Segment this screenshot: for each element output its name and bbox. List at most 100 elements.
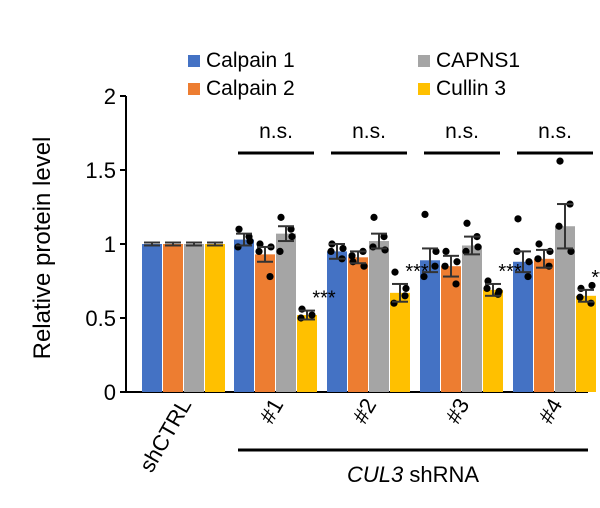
significance-label: *** — [591, 267, 600, 289]
ns-label: n.s. — [259, 120, 293, 143]
data-point — [276, 247, 284, 255]
data-point — [380, 233, 388, 241]
category-label: #3 — [440, 394, 474, 428]
y-tick-label: 0 — [104, 380, 116, 405]
data-point — [567, 247, 575, 255]
data-point — [577, 284, 585, 292]
data-point — [234, 243, 242, 251]
group-label: CUL3 shRNA — [347, 462, 479, 487]
ns-label: n.s. — [538, 120, 572, 143]
data-point — [390, 299, 398, 307]
error-bar-layer — [144, 203, 594, 321]
category-label: #4 — [533, 394, 567, 428]
bar-calpain-1-3 — [420, 260, 440, 392]
data-point — [327, 247, 335, 255]
legend-label: CAPNS1 — [436, 49, 520, 72]
data-point — [514, 215, 522, 223]
data-point — [339, 244, 347, 253]
data-point — [421, 210, 429, 218]
bar-capns1-2 — [369, 241, 389, 392]
data-point — [246, 237, 254, 245]
bar-calpain-2-4 — [534, 258, 554, 392]
bar-calpain-2-0 — [163, 244, 183, 392]
data-point — [484, 277, 492, 285]
data-point — [525, 258, 533, 266]
data-point — [360, 262, 368, 270]
data-point — [441, 262, 449, 270]
annotations: n.s. *** n.s. *** n.s. *** n.s. *** — [238, 120, 600, 310]
data-point — [545, 262, 553, 270]
data-point — [420, 272, 428, 281]
bar-cullin-3-2 — [390, 292, 410, 392]
bar-capns1-4 — [555, 226, 575, 392]
data-point — [402, 284, 410, 292]
legend: Calpain 1 Calpain 2 CAPNS1 Cullin 3 — [188, 49, 520, 100]
data-point — [452, 280, 460, 288]
bar-cullin-3-0 — [205, 244, 225, 392]
bar-capns1-3 — [462, 245, 482, 392]
legend-swatch — [418, 55, 430, 67]
data-point — [474, 243, 482, 251]
bar-calpain-1-1 — [234, 239, 254, 392]
data-point — [534, 255, 542, 263]
data-point — [297, 314, 305, 322]
significance-label: *** — [498, 261, 522, 283]
data-point — [463, 219, 471, 227]
y-tick-label: 0.5 — [85, 306, 116, 331]
data-point — [256, 240, 264, 248]
data-point — [587, 299, 595, 307]
data-point — [524, 272, 532, 281]
data-point — [556, 157, 564, 165]
data-point — [391, 268, 399, 276]
data-point — [255, 247, 263, 255]
bar-cullin-3-1 — [297, 315, 317, 392]
legend-label: Calpain 1 — [206, 49, 295, 72]
y-tick-label: 1 — [104, 232, 116, 257]
data-point — [462, 247, 470, 255]
significance-label: *** — [405, 261, 429, 283]
data-point — [381, 246, 389, 254]
bar-calpain-1-4 — [513, 261, 533, 392]
data-point — [442, 247, 450, 255]
ns-label: n.s. — [352, 120, 386, 143]
data-point — [576, 293, 584, 301]
data-point — [432, 247, 440, 255]
legend-label: Cullin 3 — [436, 77, 506, 100]
data-point — [431, 262, 439, 270]
data-point — [369, 243, 377, 251]
data-point — [495, 287, 503, 295]
bar-cullin-3-4 — [576, 295, 596, 392]
bar-calpain-2-2 — [348, 257, 368, 392]
data-point — [298, 305, 306, 313]
data-point — [308, 311, 316, 319]
bar-capns1-1 — [276, 233, 296, 392]
data-point — [483, 284, 491, 292]
data-point — [287, 225, 295, 233]
data-point — [348, 252, 356, 260]
y-ticks: 0 0.5 1 1.5 2 — [85, 84, 126, 405]
bar-layer — [142, 226, 596, 392]
data-point — [235, 225, 243, 233]
data-point — [288, 233, 296, 241]
bar-calpain-1-2 — [327, 251, 347, 392]
group-label-gene: CUL3 — [347, 462, 404, 487]
category-label: #2 — [347, 394, 381, 428]
data-point — [555, 222, 563, 230]
legend-label: Calpain 2 — [206, 77, 295, 100]
significance-label: *** — [312, 288, 336, 310]
category-label: shCTRL — [134, 394, 196, 476]
data-point — [277, 213, 285, 221]
data-point — [401, 292, 409, 300]
data-point — [546, 247, 554, 255]
bar-capns1-0 — [184, 244, 204, 392]
y-axis-label: Relative protein level — [29, 137, 56, 360]
y-tick-label: 1.5 — [85, 158, 116, 183]
data-point — [588, 281, 596, 290]
ns-label: n.s. — [445, 120, 479, 143]
data-point — [370, 213, 378, 221]
data-point — [453, 258, 461, 266]
y-tick-label: 2 — [104, 84, 116, 109]
bar-calpain-1-0 — [142, 244, 162, 392]
category-label: #1 — [254, 394, 288, 428]
